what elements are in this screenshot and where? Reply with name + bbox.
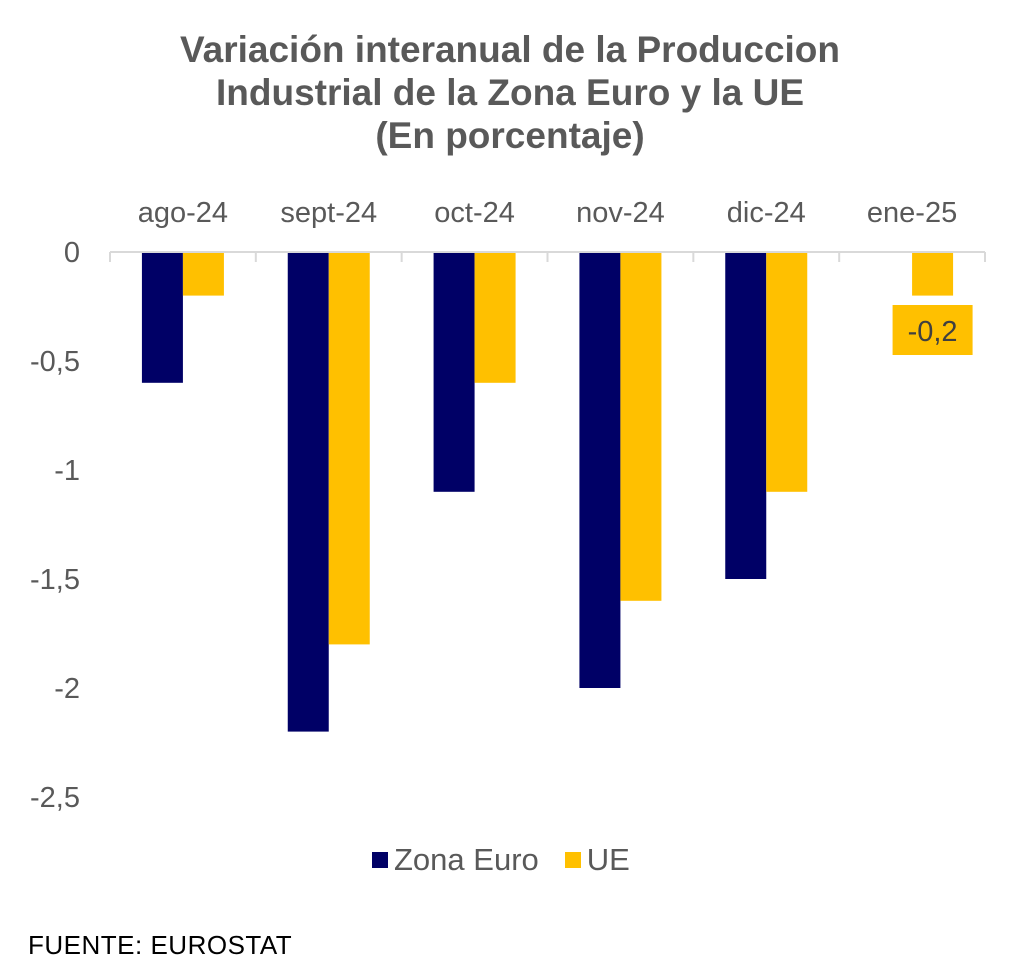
y-tick-label: -1	[54, 455, 80, 487]
x-tick-label-sept-24: sept-24	[280, 197, 377, 229]
source-note: FUENTE: EUROSTAT	[28, 930, 293, 960]
x-tick-label-dic-24: dic-24	[727, 197, 806, 229]
legend-item-ue: UE	[564, 842, 630, 878]
bar-zona-euro-nov-24	[579, 252, 621, 688]
y-tick-label: -1,5	[30, 564, 80, 596]
bar-ue-ago-24	[182, 252, 224, 296]
x-tick-label-ago-24: ago-24	[138, 197, 228, 229]
chart-title-line-2: Industrial de la Zona Euro y la UE	[215, 72, 804, 113]
bar-zona-euro-sept-24	[287, 252, 329, 732]
bar-ue-sept-24	[328, 252, 370, 645]
bar-ue-nov-24	[620, 252, 662, 601]
bar-ue-dic-24	[766, 252, 808, 492]
legend-swatch-ue	[564, 852, 581, 868]
chart-title: Variación interanual de la Produccion In…	[0, 28, 1020, 157]
x-tick-label-oct-24: oct-24	[434, 197, 515, 229]
bar-zona-euro-ago-24	[141, 252, 183, 383]
legend-label-ue: UE	[586, 842, 630, 877]
y-tick-label: -0,5	[30, 346, 80, 378]
y-tick-label: 0	[64, 237, 80, 269]
legend-item-zona-euro: Zona Euro	[372, 842, 539, 878]
bar-ue-oct-24	[474, 252, 516, 383]
bar-zona-euro-oct-24	[433, 252, 475, 492]
y-tick-label: -2,5	[30, 782, 80, 814]
data-label-box-ene-25	[892, 305, 973, 355]
x-tick-label-ene-25: ene-25	[867, 197, 957, 229]
legend-swatch-zona-euro	[372, 852, 388, 868]
legend: Zona Euro UE	[372, 842, 656, 878]
legend-label-zona-euro: Zona Euro	[394, 842, 539, 877]
bar-zona-euro-dic-24	[725, 252, 767, 579]
chart-title-line-3: (En porcentaje)	[375, 115, 645, 156]
data-label-ene-25: -0,2	[908, 316, 958, 348]
chart-title-line-1: Variación interanual de la Produccion	[179, 29, 841, 70]
x-tick-label-nov-24: nov-24	[576, 197, 665, 229]
bar-ue-ene-25	[912, 252, 954, 296]
y-tick-label: -2	[54, 673, 80, 705]
